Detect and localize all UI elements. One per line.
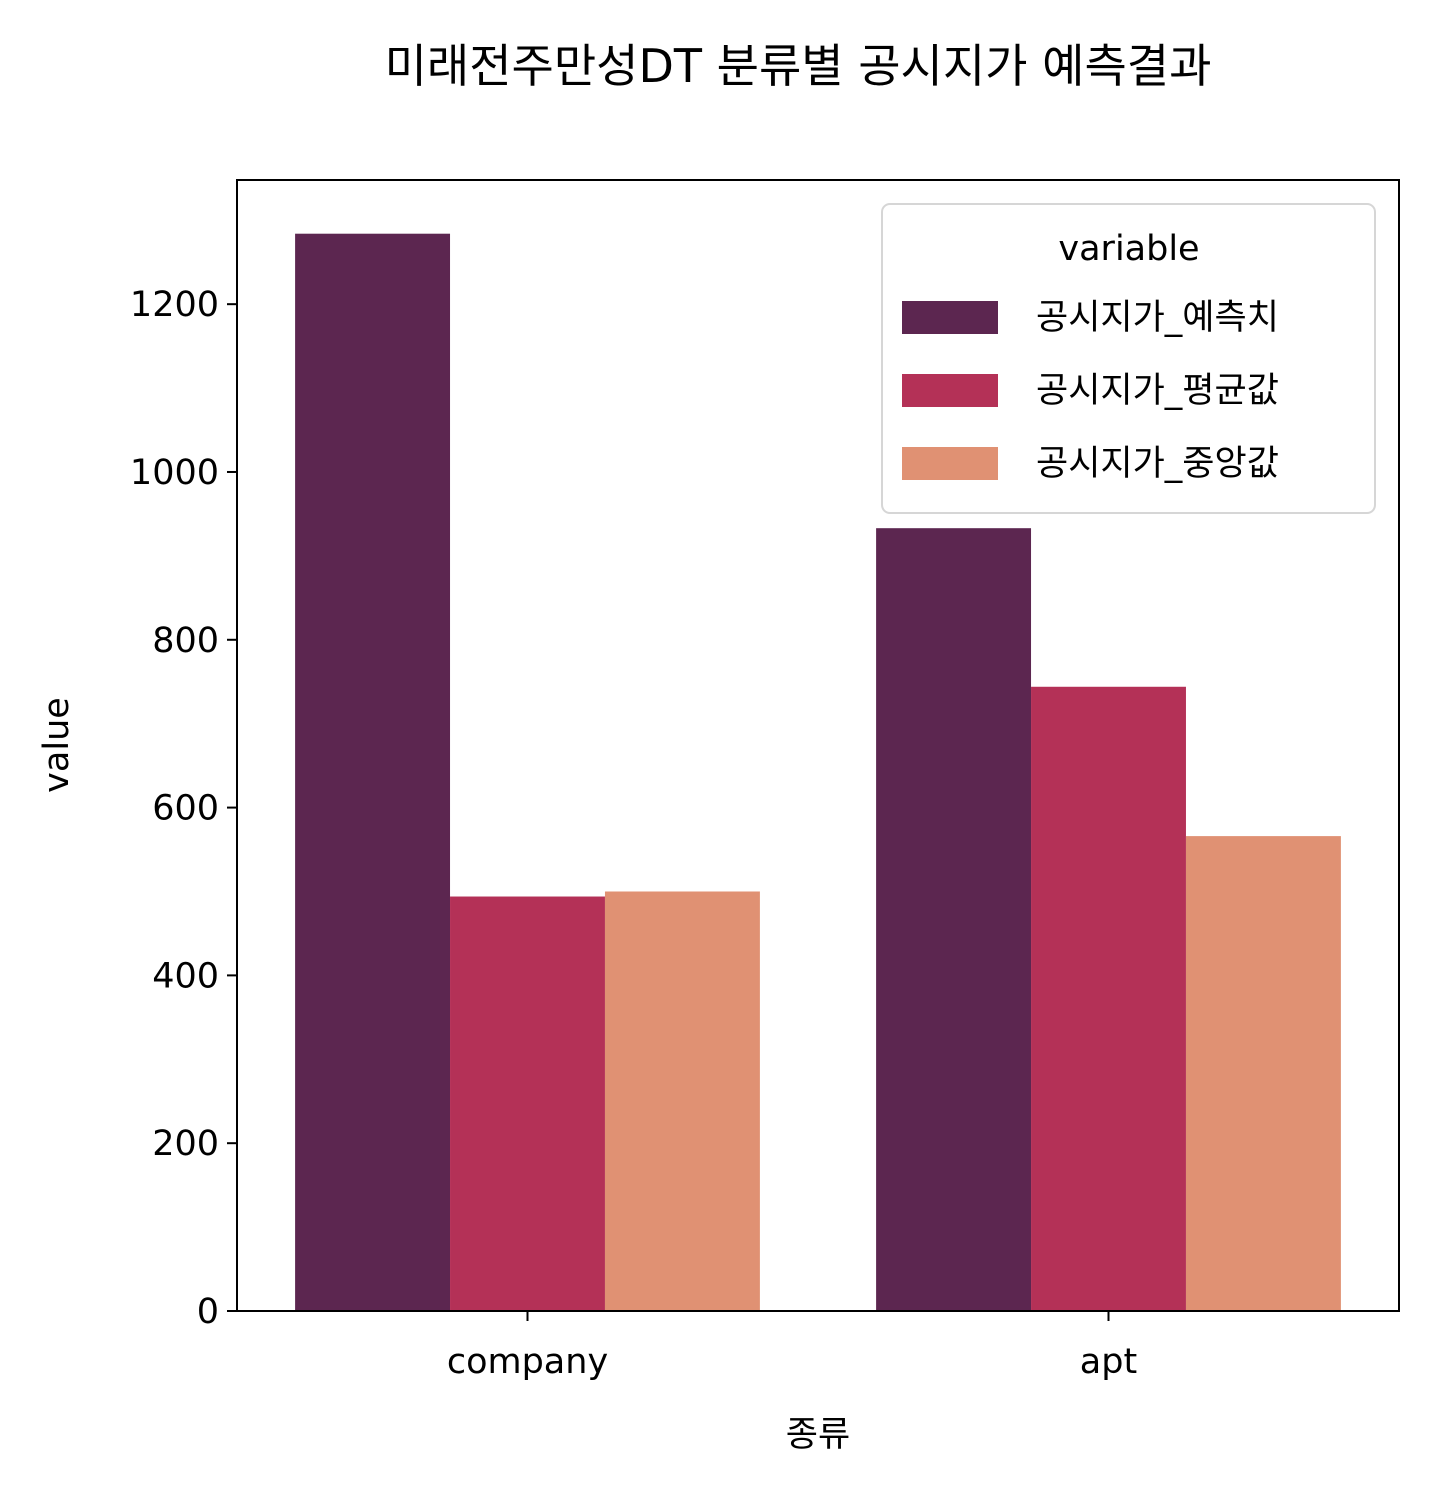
- y-tick-label: 1000: [130, 453, 219, 493]
- legend-label: 공시지가_예측치: [1036, 298, 1279, 338]
- y-axis: 0 200 400 600 800 1000 1200: [130, 285, 237, 1332]
- legend-swatch: [902, 301, 998, 334]
- plot-frame: [236, 179, 1400, 1312]
- y-tick-label: 600: [152, 789, 219, 829]
- y-tick-label: 400: [152, 956, 219, 996]
- y-tick-label: 200: [152, 1124, 219, 1164]
- bar-apt-2: [1031, 686, 1186, 1311]
- legend-label: 공시지가_평균값: [1036, 371, 1279, 411]
- y-tick-label: 800: [152, 621, 219, 661]
- legend-title: variable: [1058, 229, 1199, 269]
- y-axis-label: value: [37, 697, 77, 793]
- x-tick-label: company: [447, 1342, 608, 1382]
- bar-company-2: [450, 896, 605, 1311]
- legend-swatch: [902, 374, 998, 407]
- legend-frame: [881, 203, 1376, 514]
- bar-apt-1: [876, 528, 1032, 1311]
- x-tick-label: apt: [1080, 1342, 1137, 1382]
- y-tick-label: 0: [197, 1292, 219, 1332]
- bars: [295, 233, 1341, 1312]
- y-tick-label: 1200: [130, 285, 219, 325]
- legend-label: 공시지가_중앙값: [1036, 444, 1279, 484]
- chart-title: 미래전주만성DT 분류별 공시지가 예측결과: [385, 39, 1212, 93]
- bar-apt-3: [1185, 836, 1341, 1311]
- x-axis-label: 종류: [786, 1415, 850, 1455]
- x-axis: company apt: [447, 1311, 1137, 1382]
- bar-company-3: [604, 891, 760, 1311]
- bar-company-1: [295, 233, 451, 1312]
- legend-swatch: [902, 447, 998, 480]
